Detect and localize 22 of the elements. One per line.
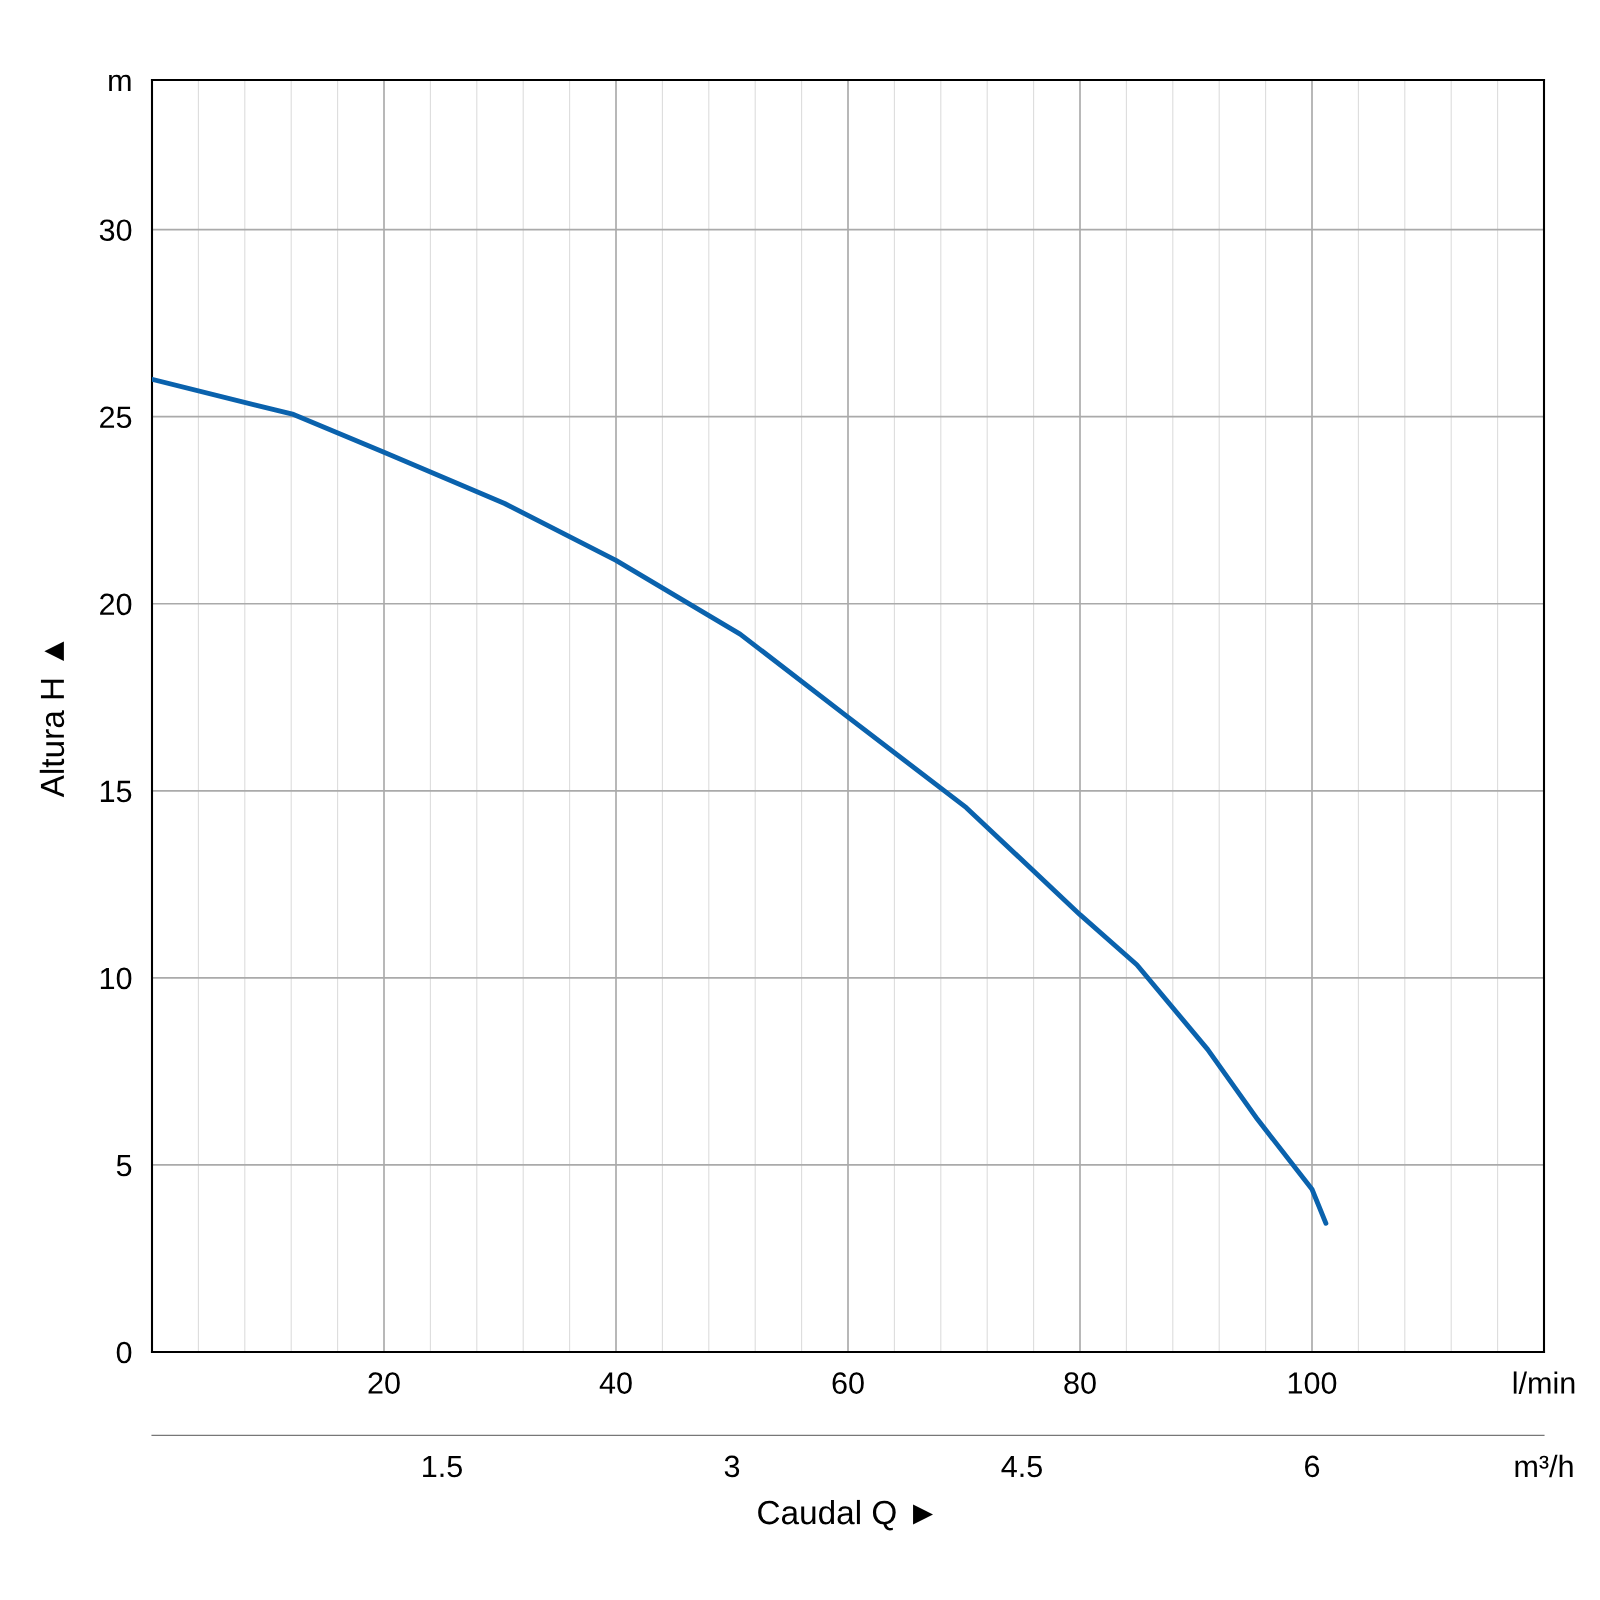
x-tick-label: 60: [832, 1372, 864, 1394]
line-series: [152, 376, 1329, 1226]
x-axis-title: Caudal Q ►: [758, 1499, 934, 1531]
y-tick-label: 10: [100, 967, 132, 990]
y-tick-label: 20: [100, 593, 132, 616]
x2-tick-label: 6: [1305, 1455, 1320, 1478]
y-tick-label: 0: [116, 1341, 132, 1364]
x2-tick-label: m³/h: [1515, 1454, 1573, 1478]
x-tick-label: 100: [1288, 1372, 1337, 1394]
y-tick-label: m: [109, 74, 131, 92]
x-tick-label: l/min: [1513, 1371, 1575, 1394]
x-tick-label: 80: [1064, 1372, 1096, 1394]
y-tick-label: 15: [100, 780, 132, 803]
y-tick-label: 25: [100, 406, 132, 429]
y-tick-label: 5: [116, 1154, 132, 1177]
x2-tick-label: 3: [724, 1455, 740, 1478]
x2-tick-label: 4.5: [1001, 1455, 1042, 1478]
x2-tick-label: 1.5: [423, 1455, 462, 1478]
y-tick-label: 30: [99, 219, 132, 242]
x-tick-label: 40: [599, 1372, 632, 1394]
y-axis-title: Altura H ▲: [39, 641, 65, 798]
x-tick-label: 20: [368, 1372, 400, 1394]
